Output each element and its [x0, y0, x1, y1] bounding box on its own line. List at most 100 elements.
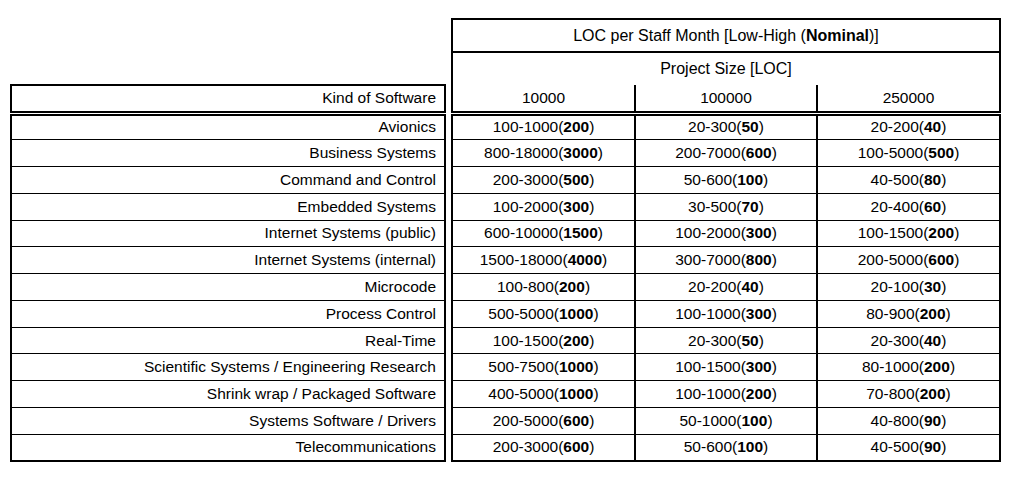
- nominal-value: 200: [928, 224, 954, 241]
- kind-of-software-label: Shrink wrap / Packaged Software: [11, 381, 445, 408]
- nominal-value: 1000: [559, 385, 593, 402]
- loc-range-cell: 100-1500(200): [452, 327, 635, 354]
- kind-of-software-label: Scientific Systems / Engineering Researc…: [11, 354, 445, 381]
- kind-of-software-label: Business Systems: [11, 140, 445, 167]
- nominal-value: 100: [737, 171, 763, 188]
- kind-of-software-label: Telecommunications: [11, 434, 445, 461]
- column-gap: [445, 52, 452, 85]
- loc-range-cell: 100-1500(300): [635, 354, 817, 381]
- nominal-value: 200: [746, 385, 772, 402]
- column-gap: [445, 85, 452, 113]
- loc-per-staff-month-table: LOC per Staff Month [Low-High (Nominal)]…: [10, 18, 1001, 462]
- column-gap: [445, 407, 452, 434]
- loc-range-cell: 200-3000(500): [452, 167, 635, 194]
- loc-range-cell: 30-500(70): [635, 193, 817, 220]
- loc-range-cell: 100-1000(200): [452, 113, 635, 140]
- blank-corner: [11, 19, 445, 52]
- nominal-value: 90: [924, 438, 941, 455]
- kind-of-software-label: Embedded Systems: [11, 193, 445, 220]
- loc-range-cell: 600-10000(1500): [452, 220, 635, 247]
- nominal-value: 300: [746, 224, 772, 241]
- nominal-value: 600: [746, 144, 772, 161]
- loc-range-cell: 200-5000(600): [817, 247, 1000, 274]
- kind-of-software-label: Systems Software / Drivers: [11, 407, 445, 434]
- nominal-value: 200: [924, 358, 950, 375]
- loc-range-cell: 200-3000(600): [452, 434, 635, 461]
- kind-of-software-label: Internet Systems (internal): [11, 247, 445, 274]
- nominal-value: 200: [920, 305, 946, 322]
- page: LOC per Staff Month [Low-High (Nominal)]…: [0, 0, 1018, 480]
- nominal-value: 100: [742, 412, 768, 429]
- size-column-header: 10000: [452, 85, 635, 113]
- loc-range-cell: 100-5000(500): [817, 140, 1000, 167]
- loc-range-cell: 400-5000(1000): [452, 381, 635, 408]
- table-row: Systems Software / Drivers 200-5000(600)5…: [11, 407, 1000, 434]
- loc-range-cell: 500-7500(1000): [452, 354, 635, 381]
- loc-range-cell: 100-800(200): [452, 274, 635, 301]
- table-title-bold: Nominal: [806, 27, 869, 44]
- subheader-row: Project Size [LOC]: [11, 52, 1000, 85]
- main-header-row: LOC per Staff Month [Low-High (Nominal)]: [11, 19, 1000, 52]
- loc-range-cell: 80-1000(200): [817, 354, 1000, 381]
- column-gap: [445, 300, 452, 327]
- nominal-value: 500: [928, 144, 954, 161]
- nominal-value: 3000: [563, 144, 597, 161]
- nominal-value: 800: [746, 251, 772, 268]
- column-gap: [445, 327, 452, 354]
- column-gap: [445, 167, 452, 194]
- column-gap: [445, 220, 452, 247]
- nominal-value: 100: [737, 438, 763, 455]
- loc-range-cell: 50-1000(100): [635, 407, 817, 434]
- table-row: Embedded Systems100-2000(300)30-500(70)2…: [11, 193, 1000, 220]
- kind-of-software-label: Microcode: [11, 274, 445, 301]
- table-row: Avionics100-1000(200)20-300(50)20-200(40…: [11, 113, 1000, 140]
- nominal-value: 40: [924, 118, 941, 135]
- nominal-value: 30: [924, 278, 941, 295]
- table-row: Command and Control 200-3000(500)50-600(1…: [11, 167, 1000, 194]
- project-size-header: Project Size [LOC]: [452, 52, 1000, 85]
- table-title-prefix: LOC per Staff Month [Low-High (: [573, 27, 806, 44]
- nominal-value: 90: [924, 412, 941, 429]
- kind-of-software-label: Internet Systems (public): [11, 220, 445, 247]
- column-gap: [445, 193, 452, 220]
- loc-range-cell: 300-7000(800): [635, 247, 817, 274]
- loc-range-cell: 500-5000(1000): [452, 300, 635, 327]
- loc-range-cell: 40-500(90): [817, 434, 1000, 461]
- column-gap: [445, 113, 452, 140]
- table-row: Shrink wrap / Packaged Software 400-5000(…: [11, 381, 1000, 408]
- column-gap: [445, 434, 452, 461]
- nominal-value: 200: [559, 278, 585, 295]
- nominal-value: 1000: [559, 305, 593, 322]
- column-gap: [445, 354, 452, 381]
- nominal-value: 600: [928, 251, 954, 268]
- nominal-value: 4000: [568, 251, 602, 268]
- table-row: Scientific Systems / Engineering Researc…: [11, 354, 1000, 381]
- table-title: LOC per Staff Month [Low-High (Nominal)]: [452, 19, 1000, 52]
- blank-corner: [11, 52, 445, 85]
- loc-range-cell: 40-800(90): [817, 407, 1000, 434]
- loc-range-cell: 200-5000(600): [452, 407, 635, 434]
- table-title-suffix: )]: [869, 27, 879, 44]
- nominal-value: 1500: [563, 224, 597, 241]
- table-row: Business Systems800-18000(3000)200-7000(…: [11, 140, 1000, 167]
- loc-range-cell: 1500-18000(4000): [452, 247, 635, 274]
- column-gap: [445, 140, 452, 167]
- column-gap: [445, 19, 452, 52]
- nominal-value: 300: [746, 358, 772, 375]
- loc-range-cell: 20-200(40): [817, 113, 1000, 140]
- loc-range-cell: 100-2000(300): [635, 220, 817, 247]
- loc-range-cell: 50-600(100): [635, 167, 817, 194]
- loc-range-cell: 70-800(200): [817, 381, 1000, 408]
- nominal-value: 80: [924, 171, 941, 188]
- kind-of-software-label: Command and Control: [11, 167, 445, 194]
- nominal-value: 600: [563, 438, 589, 455]
- loc-range-cell: 40-500(80): [817, 167, 1000, 194]
- loc-range-cell: 20-200(40): [635, 274, 817, 301]
- nominal-value: 200: [563, 118, 589, 135]
- nominal-value: 50: [742, 118, 759, 135]
- column-header-row: Kind of Software 10000100000250000: [11, 85, 1000, 113]
- kind-of-software-label: Real-Time: [11, 327, 445, 354]
- nominal-value: 40: [742, 278, 759, 295]
- column-gap: [445, 274, 452, 301]
- loc-range-cell: 100-1500(200): [817, 220, 1000, 247]
